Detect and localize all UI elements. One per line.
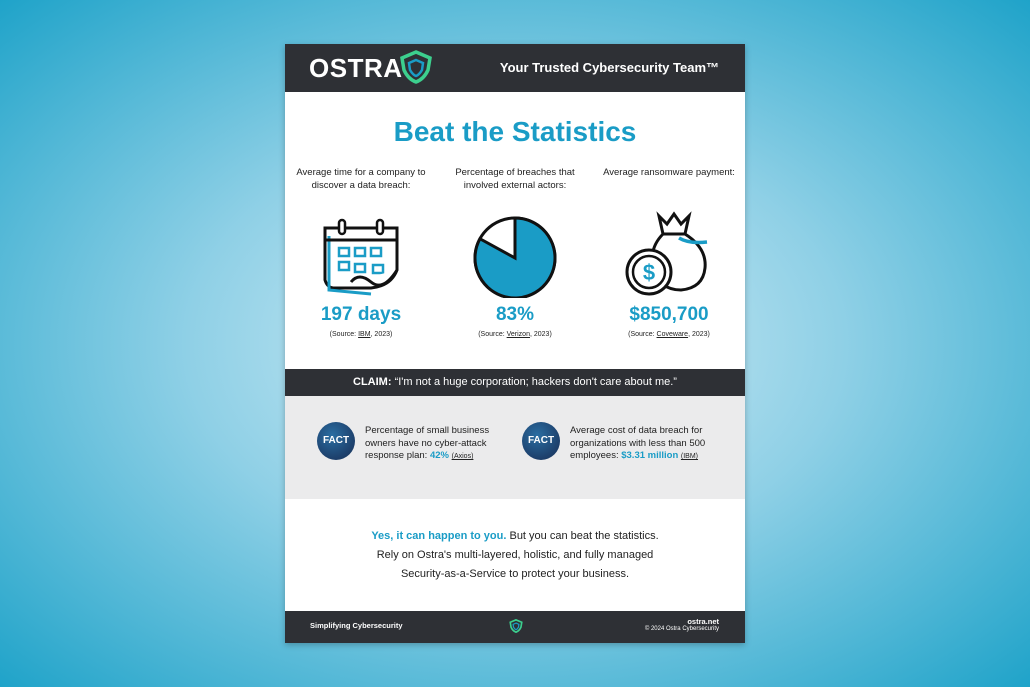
claim-text: “I'm not a huge corporation; hackers don… [394, 376, 677, 388]
tagline: Your Trusted Cybersecurity Team™ [499, 60, 719, 75]
fact-badge: FACT [317, 422, 355, 460]
infographic-page: OSTRA Your Trusted Cybersecurity Team™ B… [285, 44, 745, 643]
stat-value: $850,700 [629, 304, 709, 325]
calendar-icon [323, 218, 399, 296]
stat-source: (Source: IBM, 2023) [286, 331, 436, 338]
stat-value: 83% [495, 304, 535, 325]
fact-source-link[interactable]: (Axios) [451, 453, 474, 460]
stat-ransomware-payment: Average ransomware payment: $ $850,700 (… [594, 166, 744, 338]
closing-highlight: Yes, it can happen to you. [371, 530, 507, 542]
fact-text: Percentage of small business owners have… [365, 425, 490, 461]
brand-name: OSTRA [309, 53, 403, 83]
page-title: Beat the Statistics [393, 116, 637, 147]
fact-value: $3.31 million [621, 450, 679, 461]
stat-source: (Source: Verizon, 2023) [440, 331, 590, 338]
source-suffix: , 2023) [370, 331, 393, 338]
fact-text-block: Average cost of data breach for organiza… [570, 425, 735, 464]
source-link[interactable]: IBM [358, 331, 371, 338]
stat-breach-discovery: Average time for a company to discover a… [286, 166, 436, 338]
source-prefix: (Source: [329, 331, 359, 338]
shield-logo-icon [509, 619, 523, 633]
source-prefix: (Source: [478, 331, 507, 338]
footer-right: ostra.net © 2024 Ostra Cybersecurity [645, 617, 719, 632]
money-bag-icon: $ [625, 211, 708, 296]
stat-label: Percentage of breaches that involved ext… [455, 167, 575, 191]
stat-external-actors: Percentage of breaches that involved ext… [440, 166, 590, 338]
shield-logo-icon [400, 50, 432, 84]
fact-text-block: Percentage of small business owners have… [365, 425, 515, 464]
stat-label: Average ransomware payment: [603, 167, 735, 178]
closing-line-3: Security-as-a-Service to protect your bu… [400, 568, 630, 580]
closing-message: Yes, it can happen to you. But you can b… [285, 527, 745, 584]
claim-label: CLAIM: [353, 376, 392, 388]
source-suffix: , 2023) [688, 331, 710, 338]
source-link[interactable]: Coveware [656, 331, 689, 338]
pie-chart-icon [473, 216, 557, 298]
fact-value: 42% [429, 450, 449, 461]
footer-copyright: © 2024 Ostra Cybersecurity [644, 626, 719, 632]
footer-url-link[interactable]: ostra.net [687, 617, 719, 626]
claim-bar: CLAIM: “I'm not a huge corporation; hack… [285, 369, 745, 396]
closing-line-1: Yes, it can happen to you. But you can b… [285, 527, 745, 546]
fact-source-link[interactable]: (IBM) [680, 453, 699, 460]
fact-text: Average cost of data breach for organiza… [570, 425, 706, 461]
stat-value: 197 days [320, 304, 402, 325]
source-suffix: , 2023) [529, 331, 552, 338]
stat-source: (Source: Coveware, 2023) [594, 331, 744, 338]
stat-label: Average time for a company to discover a… [296, 167, 426, 191]
footer-slogan: Simplifying Cybersecurity [310, 621, 403, 630]
fact-badge: FACT [522, 422, 560, 460]
svg-text:$: $ [643, 260, 655, 285]
closing-line-2: Rely on Ostra's multi-layered, holistic,… [376, 549, 654, 561]
facts-section: FACT Percentage of small business owners… [285, 396, 745, 499]
header-bar: OSTRA Your Trusted Cybersecurity Team™ [285, 44, 745, 92]
closing-line-1-rest: But you can beat the statistics. [506, 530, 659, 542]
source-link[interactable]: Verizon [506, 331, 530, 338]
source-prefix: (Source: [628, 331, 657, 338]
pie-slice [473, 216, 557, 298]
footer-bar: Simplifying Cybersecurity ostra.net © 20… [285, 611, 745, 643]
